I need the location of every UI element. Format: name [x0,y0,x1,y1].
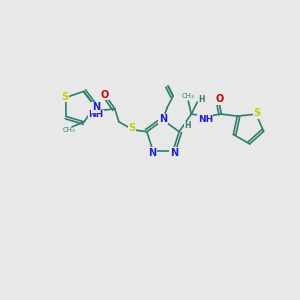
Text: S: S [254,108,261,118]
Text: O: O [215,94,224,104]
Text: CH₃: CH₃ [182,93,195,99]
Text: N: N [170,148,178,158]
Text: NH: NH [88,110,103,119]
Text: O: O [101,90,109,100]
Text: NH: NH [198,115,213,124]
Text: CH₃: CH₃ [63,127,75,133]
Text: S: S [128,123,135,133]
Text: N: N [159,114,167,124]
Text: H: H [198,94,205,103]
Text: N: N [148,148,156,158]
Text: N: N [92,103,100,112]
Text: S: S [61,92,68,102]
Text: H: H [184,122,190,130]
